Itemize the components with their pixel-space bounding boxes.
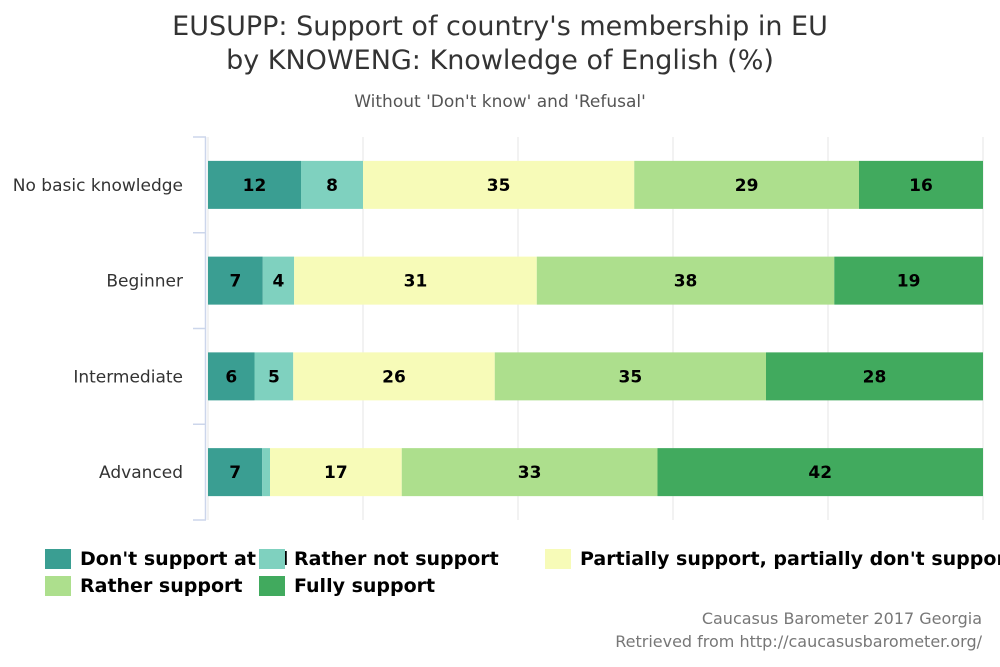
data-label-rather-not-support-beginner: 4 [273,272,285,292]
legend-swatch-rather-support [45,576,71,596]
bar-partially-support-partially-don-t-support-intermediate [293,352,495,401]
chart-title-line1: EUSUPP: Support of country's membership … [172,11,828,42]
data-label-rather-support-beginner: 38 [674,272,698,292]
legend-swatch-rather-not-support [259,549,285,569]
bar-don-t-support-at-all-beginner [208,256,263,305]
legend-label: Partially support, partially don't suppo… [580,548,1000,570]
legend-label: Rather support [80,575,243,597]
data-label-don-t-support-at-all-no-basic-knowledge: 12 [243,176,267,196]
data-label-fully-support-no-basic-knowledge: 16 [909,176,933,196]
data-label-don-t-support-at-all-beginner: 7 [229,272,241,292]
bar-partially-support-partially-don-t-support-advanced [270,448,402,497]
data-label-fully-support-intermediate: 28 [863,367,887,387]
chart-plot: No basic knowledge Beginner Intermediate Ad… [13,136,984,521]
bar-don-t-support-at-all-intermediate [208,352,255,401]
data-label-don-t-support-at-all-advanced: 7 [229,463,241,483]
data-label-partially-support-partially-don-t-support-no-basic-knowledge: 35 [487,176,511,196]
legend-label: Don't support at all [80,548,289,570]
category-label-intermediate: Intermediate [73,367,183,387]
data-label-fully-support-advanced: 42 [808,463,832,483]
data-label-don-t-support-at-all-intermediate: 6 [225,367,237,387]
legend-item-dont-support-at-all[interactable]: Don't support at all [45,548,288,570]
bar-fully-support-beginner [834,256,983,305]
data-label-partially-support-partially-don-t-support-beginner: 31 [404,272,428,292]
legend-item-fully-support[interactable]: Fully support [259,575,435,597]
data-label-fully-support-beginner: 19 [897,272,921,292]
data-label-rather-support-no-basic-knowledge: 29 [735,176,759,196]
legend-swatch-fully-support [259,576,285,596]
legend-row-1: Don't support at all Rather not support … [45,548,1000,575]
bar-rather-not-support-advanced [262,448,270,497]
bar-rather-not-support-intermediate [254,352,294,401]
legend-item-rather-not-support[interactable]: Rather not support [259,548,499,570]
bar-rather-support-beginner [536,256,835,305]
data-labels: 12 8 35 29 16 7 4 31 38 19 6 5 26 35 28 7 17 33 42 [225,176,933,483]
bar-don-t-support-at-all-advanced [208,448,263,497]
legend-row-2: Rather support Fully support [45,575,1000,602]
bar-partially-support-partially-don-t-support-beginner [294,256,537,305]
legend-item-partially-support[interactable]: Partially support, partially don't suppo… [545,548,1000,570]
bar-fully-support-no-basic-knowledge [859,160,983,209]
legend-item-rather-support[interactable]: Rather support [45,575,242,597]
legend-label: Rather not support [294,548,499,570]
category-label-beginner: Beginner [106,272,183,292]
bar-rather-not-support-no-basic-knowledge [301,160,363,209]
credits-source: Caucasus Barometer 2017 Georgia [701,609,982,628]
category-label-no-basic-knowledge: No basic knowledge [13,176,183,196]
data-label-rather-not-support-no-basic-knowledge: 8 [326,176,338,196]
legend-swatch-partially-support [545,549,571,569]
legend-swatch-dont-support-at-all [45,549,71,569]
legend-label: Fully support [294,575,436,597]
data-label-partially-support-partially-don-t-support-intermediate: 26 [382,367,406,387]
bar-fully-support-advanced [657,448,983,497]
chart-title-line2: by KNOWENG: Knowledge of English (%) [226,45,774,76]
bar-rather-support-advanced [401,448,658,497]
bar-rather-support-intermediate [494,352,766,401]
data-label-rather-not-support-intermediate: 5 [268,367,280,387]
category-axis: No basic knowledge Beginner Intermediate Ad… [13,136,207,521]
data-label-partially-support-partially-don-t-support-advanced: 17 [324,463,348,483]
bar-partially-support-partially-don-t-support-no-basic-knowledge [363,160,635,209]
credits-link[interactable]: Retrieved from http://caucasusbarometer.… [615,632,982,651]
bar-don-t-support-at-all-no-basic-knowledge [208,160,301,209]
bar-rather-support-no-basic-knowledge [634,160,859,209]
data-label-rather-support-advanced: 33 [518,463,542,483]
chart-subtitle: Without 'Don't know' and 'Refusal' [354,92,646,112]
bar-fully-support-intermediate [766,352,983,401]
category-label-advanced: Advanced [99,463,183,483]
legend: Don't support at all Rather not support … [45,548,1000,602]
bars [208,160,983,497]
data-label-rather-support-intermediate: 35 [619,367,643,387]
bar-rather-not-support-beginner [262,256,295,305]
